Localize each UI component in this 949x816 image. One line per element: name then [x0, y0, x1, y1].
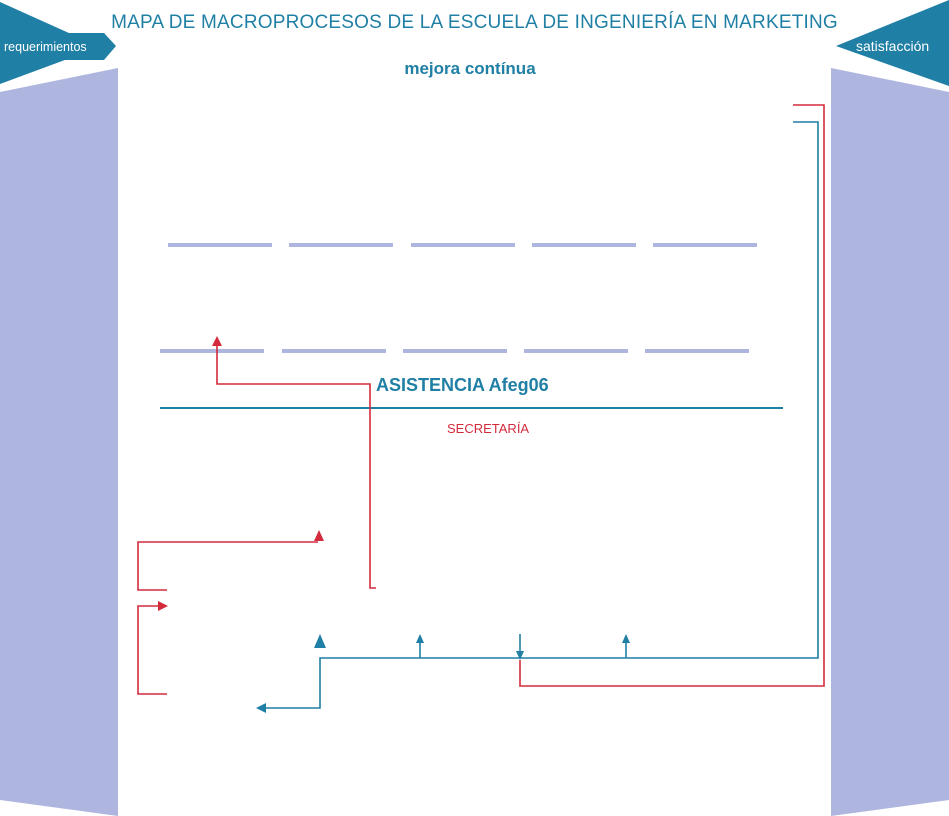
red-arrowhead-up-2: [314, 530, 324, 541]
page-title: MAPA DE MACROPROCESOS DE LA ESCUELA DE I…: [111, 12, 838, 33]
teal-top-right-bracket: [262, 121, 819, 709]
red-feedback-path: [216, 345, 376, 589]
red-arrowhead-up-1: [212, 336, 222, 346]
label-requerimientos: requerimientos: [4, 40, 87, 54]
red-left-bracket-lower: [137, 605, 167, 695]
subtitle-mejora: mejora contínua: [404, 59, 536, 78]
teal-arrowhead-down-3: [516, 651, 524, 660]
label-satisfaccion: satisfacción: [856, 38, 930, 54]
teal-arrowhead-left: [256, 703, 266, 713]
teal-arrowhead-up-4: [622, 634, 630, 643]
left-side-panel: [0, 68, 118, 816]
department-label: SECRETARÍA: [447, 421, 530, 436]
red-top-right-bracket: [519, 104, 825, 687]
teal-arrowhead-up-2: [416, 634, 424, 643]
right-side-panel: [831, 68, 949, 816]
right-banner-arrow: [836, 0, 949, 86]
left-banner-tip: [104, 33, 116, 60]
red-left-bracket-upper: [137, 541, 318, 591]
red-arrowhead-right: [158, 601, 168, 611]
teal-arrowhead-up-main: [314, 634, 326, 648]
process-label: ASISTENCIA Afeg06: [376, 375, 549, 395]
left-banner-body: [0, 33, 104, 60]
